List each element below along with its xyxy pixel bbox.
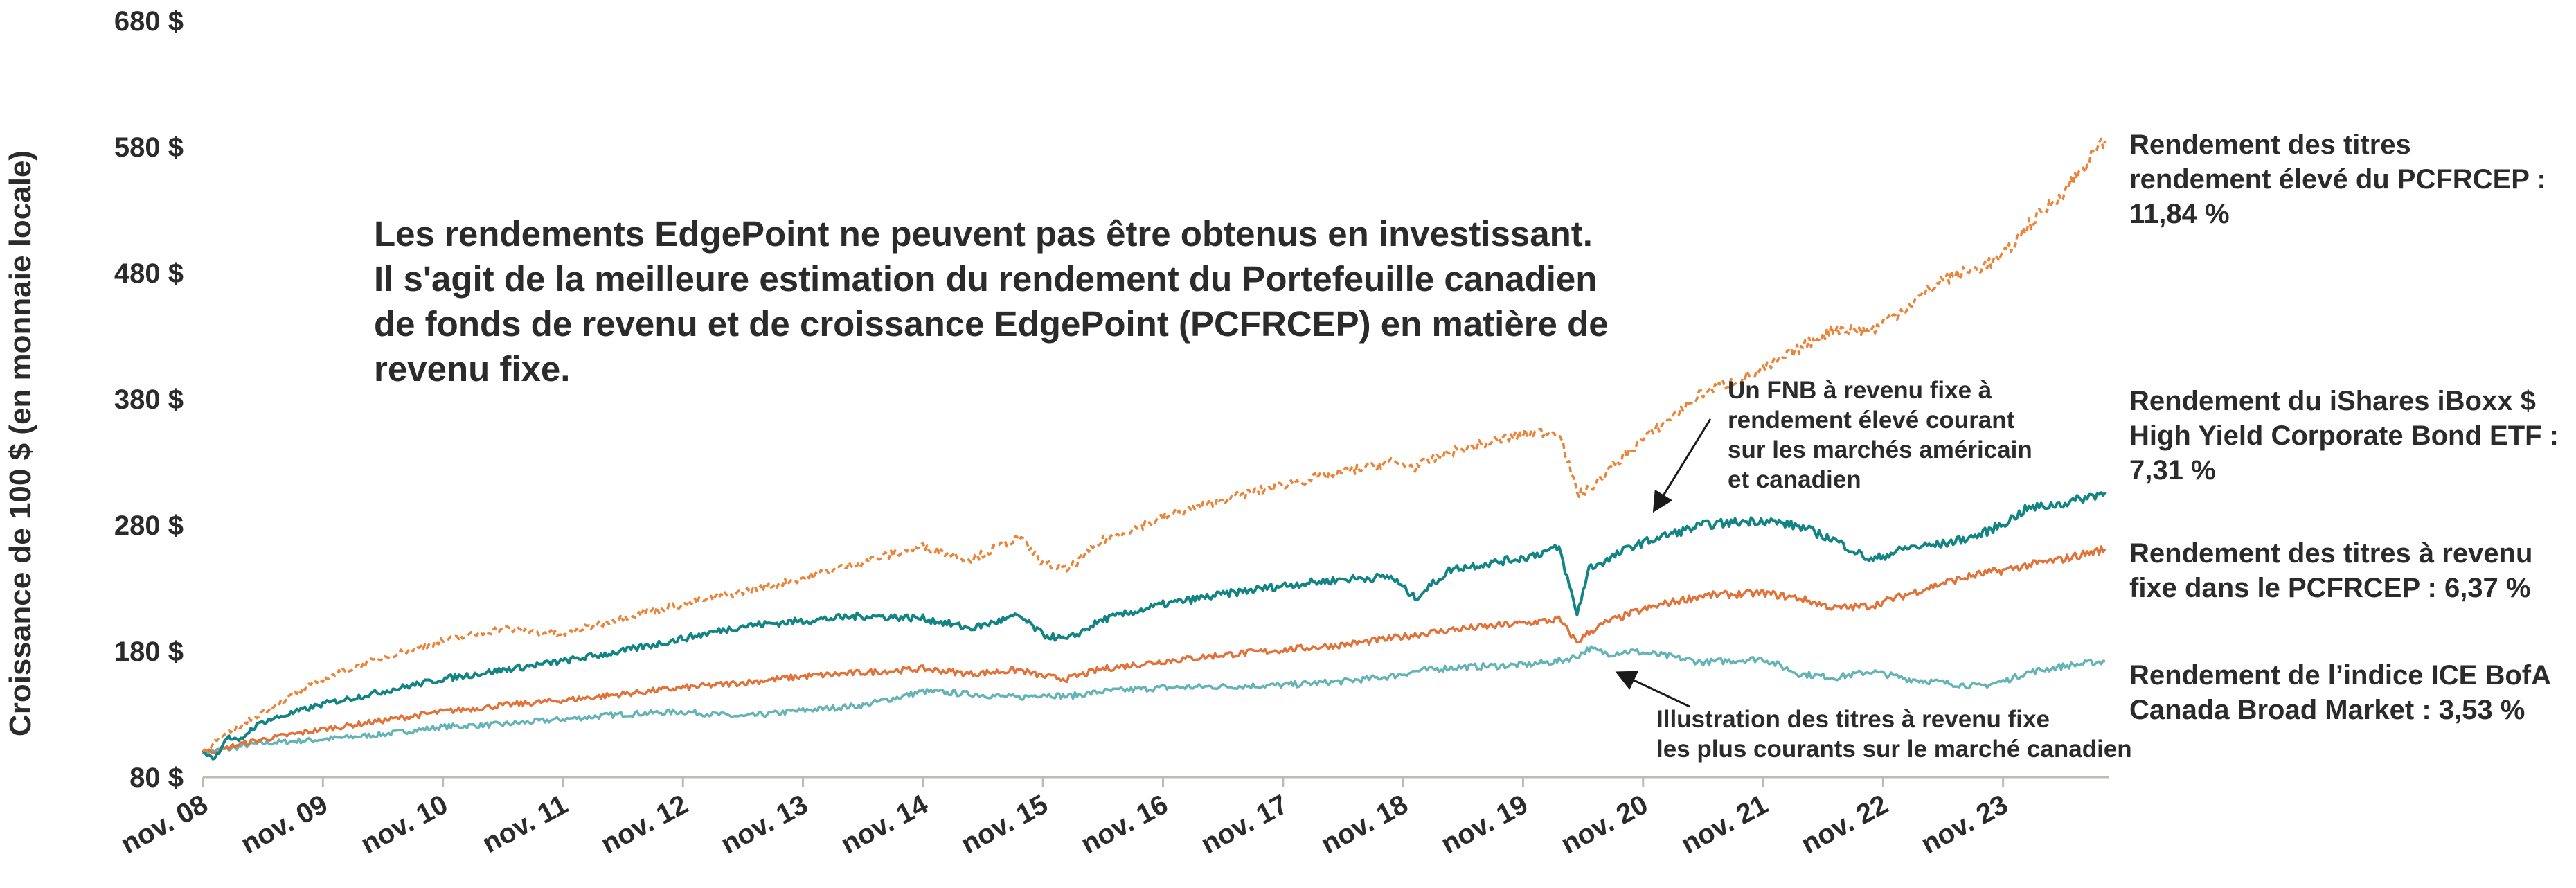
series-line-2	[202, 491, 2107, 761]
annotation-1-line-4: et canadien	[1728, 466, 1861, 493]
x-tick-label: nov. 18	[1316, 789, 1413, 860]
y-tick-label: 380 $	[114, 384, 184, 415]
x-tick-label: nov. 13	[716, 789, 813, 860]
legend: Rendement des titres rendement élevé du …	[2129, 130, 2559, 725]
x-tick-label: nov. 12	[596, 789, 693, 860]
series-line-1	[202, 137, 2107, 753]
legend-3-line-1: Rendement des titres à revenu	[2129, 538, 2532, 569]
performance-note: Les rendements EdgePoint ne peuvent pas …	[374, 214, 1609, 389]
x-tick-label: nov. 10	[356, 789, 453, 860]
series-lines	[202, 137, 2107, 761]
annotation-canadian-fixed-income: Illustration des titres à revenu fixe le…	[1615, 671, 2132, 763]
legend-entry-high-yield-pcfrcep: Rendement des titres rendement élevé du …	[2129, 130, 2546, 229]
legend-2-line-2: High Yield Corporate Bond ETF :	[2129, 420, 2559, 451]
note-line-3: de fonds de revenu et de croissance Edge…	[374, 304, 1609, 344]
legend-4-line-1: Rendement de l’indice ICE BofA	[2129, 660, 2551, 691]
x-tick-label: nov. 21	[1676, 789, 1773, 860]
x-tick-label: nov. 20	[1556, 789, 1653, 860]
legend-2-line-3: 7,31 %	[2129, 455, 2216, 486]
legend-entry-ice-bofa: Rendement de l’indice ICE BofA Canada Br…	[2129, 660, 2551, 725]
y-tick-label: 480 $	[114, 258, 184, 289]
y-tick-label: 680 $	[114, 6, 184, 37]
annotation-1-line-2: rendement élevé courant	[1728, 407, 2015, 434]
annotation-1-line-3: sur les marchés américain	[1728, 436, 2032, 463]
legend-2-line-1: Rendement du iShares iBoxx $	[2129, 386, 2536, 416]
legend-1-line-2: rendement élevé du PCFRCEP :	[2129, 164, 2546, 195]
legend-3-line-2: fixe dans le PCFRCEP : 6,37 %	[2129, 573, 2530, 603]
note-line-4: revenu fixe.	[374, 349, 570, 389]
note-line-1: Les rendements EdgePoint ne peuvent pas …	[374, 214, 1593, 254]
y-tick-label: 180 $	[114, 637, 184, 667]
x-tick-label: nov. 22	[1796, 789, 1893, 860]
x-tick-label: nov. 09	[236, 789, 333, 860]
legend-4-line-2: Canada Broad Market : 3,53 %	[2129, 695, 2525, 725]
annotation-1-arrow	[1652, 418, 1712, 513]
series-line-4	[202, 645, 2106, 755]
legend-1-line-1: Rendement des titres	[2129, 130, 2411, 160]
y-axis-ticks: 80 $ 180 $ 280 $ 380 $ 480 $ 580 $ 680 $	[114, 6, 184, 793]
y-tick-label: 280 $	[114, 510, 184, 541]
x-tick-label: nov. 08	[116, 789, 213, 860]
legend-1-line-3: 11,84 %	[2129, 199, 2230, 229]
annotation-2-line-1: Illustration des titres à revenu fixe	[1656, 706, 2050, 733]
legend-entry-fixed-income-pcfrcep: Rendement des titres à revenu fixe dans …	[2129, 538, 2532, 603]
x-tick-label: nov. 14	[836, 789, 933, 860]
x-tick-label: nov. 16	[1076, 789, 1173, 860]
annotation-high-yield-etf: Un FNB à revenu fixe à rendement élevé c…	[1652, 377, 2032, 513]
y-tick-label: 80 $	[129, 763, 184, 793]
x-tick-label: nov. 17	[1196, 789, 1293, 860]
note-line-2: Il s'agit de la meilleure estimation du …	[374, 259, 1597, 299]
y-axis-label: Croissance de 100 $ (en monnaie locale)	[3, 150, 37, 736]
annotation-1-line-1: Un FNB à revenu fixe à	[1728, 377, 1992, 404]
annotation-2-arrow	[1615, 671, 1690, 708]
annotation-2-line-2: les plus courants sur le marché canadien	[1656, 736, 2132, 763]
x-tick-label: nov. 15	[956, 789, 1053, 860]
x-tick-label: nov. 23	[1916, 789, 2013, 860]
legend-entry-ishares-etf: Rendement du iShares iBoxx $ High Yield …	[2129, 386, 2559, 486]
y-tick-label: 580 $	[114, 132, 184, 163]
series-line-3	[202, 545, 2107, 755]
x-axis-ticks: nov. 08 nov. 09 nov. 10 nov. 11 nov. 12 nov. …	[116, 777, 2013, 860]
x-tick-label: nov. 19	[1436, 789, 1533, 860]
x-tick-label: nov. 11	[477, 789, 573, 859]
